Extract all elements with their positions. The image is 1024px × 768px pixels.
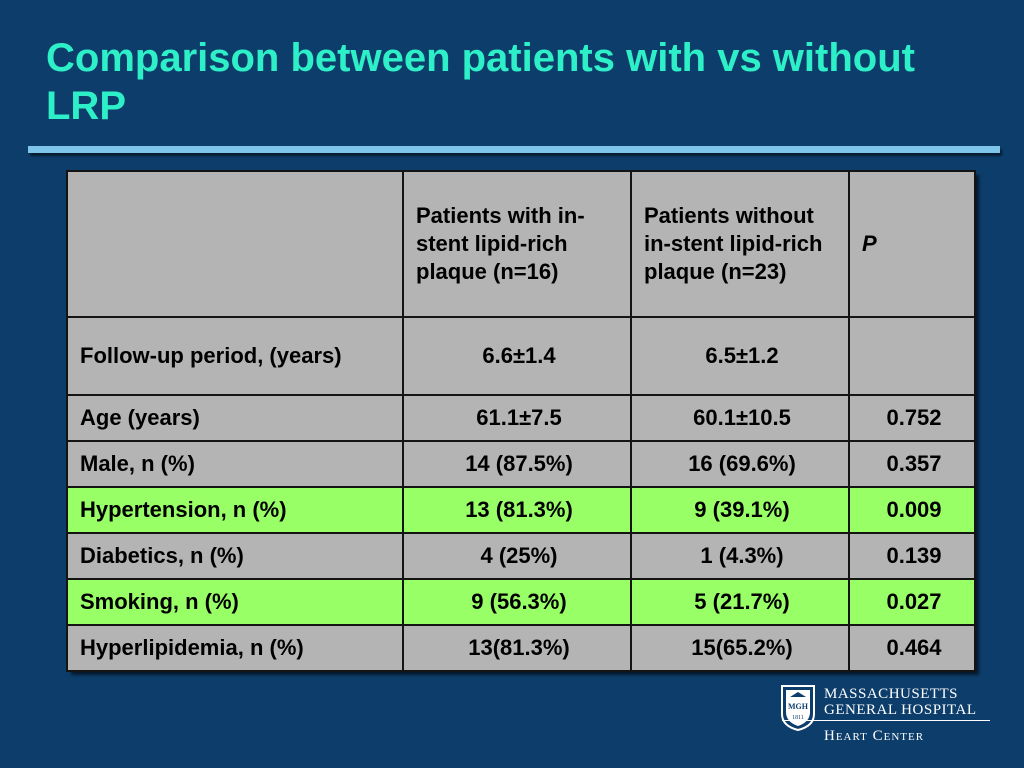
- header-without-lrp: Patients without in-stent lipid-rich pla…: [630, 170, 850, 318]
- header-empty-cell: [66, 170, 404, 318]
- value-without-lrp: 5 (21.7%): [630, 578, 850, 626]
- logo-massachusetts: MASSACHUSETTS: [824, 686, 959, 702]
- table-row-follow-up: Follow-up period, (years) 6.6±1.4 6.5±1.…: [66, 316, 976, 396]
- row-label: Smoking, n (%): [66, 578, 404, 626]
- table-row-diabetics: Diabetics, n (%) 4 (25%) 1 (4.3%) 0.139: [66, 532, 976, 580]
- logo-divider: [782, 720, 990, 721]
- header-with-lrp: Patients with in-stent lipid-rich plaque…: [402, 170, 632, 318]
- row-label: Male, n (%): [66, 440, 404, 488]
- value-without-lrp: 9 (39.1%): [630, 486, 850, 534]
- p-value: [848, 316, 976, 396]
- header-p-value: P: [848, 170, 976, 318]
- p-value: 0.357: [848, 440, 976, 488]
- value-without-lrp: 16 (69.6%): [630, 440, 850, 488]
- row-label: Age (years): [66, 394, 404, 442]
- value-without-lrp: 15(65.2%): [630, 624, 850, 672]
- value-with-lrp: 61.1±7.5: [402, 394, 632, 442]
- row-label: Hypertension, n (%): [66, 486, 404, 534]
- table-row-age: Age (years) 61.1±7.5 60.1±10.5 0.752: [66, 394, 976, 442]
- p-value: 0.752: [848, 394, 976, 442]
- row-label: Follow-up period, (years): [66, 316, 404, 396]
- table-row-hyperlipidemia: Hyperlipidemia, n (%) 13(81.3%) 15(65.2%…: [66, 624, 976, 672]
- table-row-smoking: Smoking, n (%) 9 (56.3%) 5 (21.7%) 0.027: [66, 578, 976, 626]
- p-value: 0.139: [848, 532, 976, 580]
- table-header-row: Patients with in-stent lipid-rich plaque…: [66, 170, 976, 318]
- value-with-lrp: 14 (87.5%): [402, 440, 632, 488]
- mgh-logo: MGH 1811 MASSACHUSETTS GENERAL HOSPITAL …: [780, 684, 1000, 754]
- value-with-lrp: 6.6±1.4: [402, 316, 632, 396]
- shield-mgh-text: MGH: [788, 702, 809, 711]
- row-label: Hyperlipidemia, n (%): [66, 624, 404, 672]
- comparison-table: Patients with in-stent lipid-rich plaque…: [66, 170, 976, 672]
- shield-year-text: 1811: [792, 715, 804, 721]
- value-without-lrp: 60.1±10.5: [630, 394, 850, 442]
- value-with-lrp: 13 (81.3%): [402, 486, 632, 534]
- slide-title: Comparison between patients with vs with…: [46, 36, 915, 128]
- mgh-shield-icon: MGH 1811: [780, 684, 816, 732]
- table-row-hypertension: Hypertension, n (%) 13 (81.3%) 9 (39.1%)…: [66, 486, 976, 534]
- value-with-lrp: 9 (56.3%): [402, 578, 632, 626]
- p-value: 0.027: [848, 578, 976, 626]
- comparison-table-container: Patients with in-stent lipid-rich plaque…: [66, 170, 976, 672]
- value-without-lrp: 1 (4.3%): [630, 532, 850, 580]
- logo-heart-center: Heart Center: [824, 728, 925, 744]
- title-underline: [28, 146, 1000, 153]
- logo-general-hospital: GENERAL HOSPITAL: [824, 702, 977, 718]
- p-value: 0.009: [848, 486, 976, 534]
- row-label: Diabetics, n (%): [66, 532, 404, 580]
- p-value: 0.464: [848, 624, 976, 672]
- value-with-lrp: 4 (25%): [402, 532, 632, 580]
- value-without-lrp: 6.5±1.2: [630, 316, 850, 396]
- value-with-lrp: 13(81.3%): [402, 624, 632, 672]
- table-row-male: Male, n (%) 14 (87.5%) 16 (69.6%) 0.357: [66, 440, 976, 488]
